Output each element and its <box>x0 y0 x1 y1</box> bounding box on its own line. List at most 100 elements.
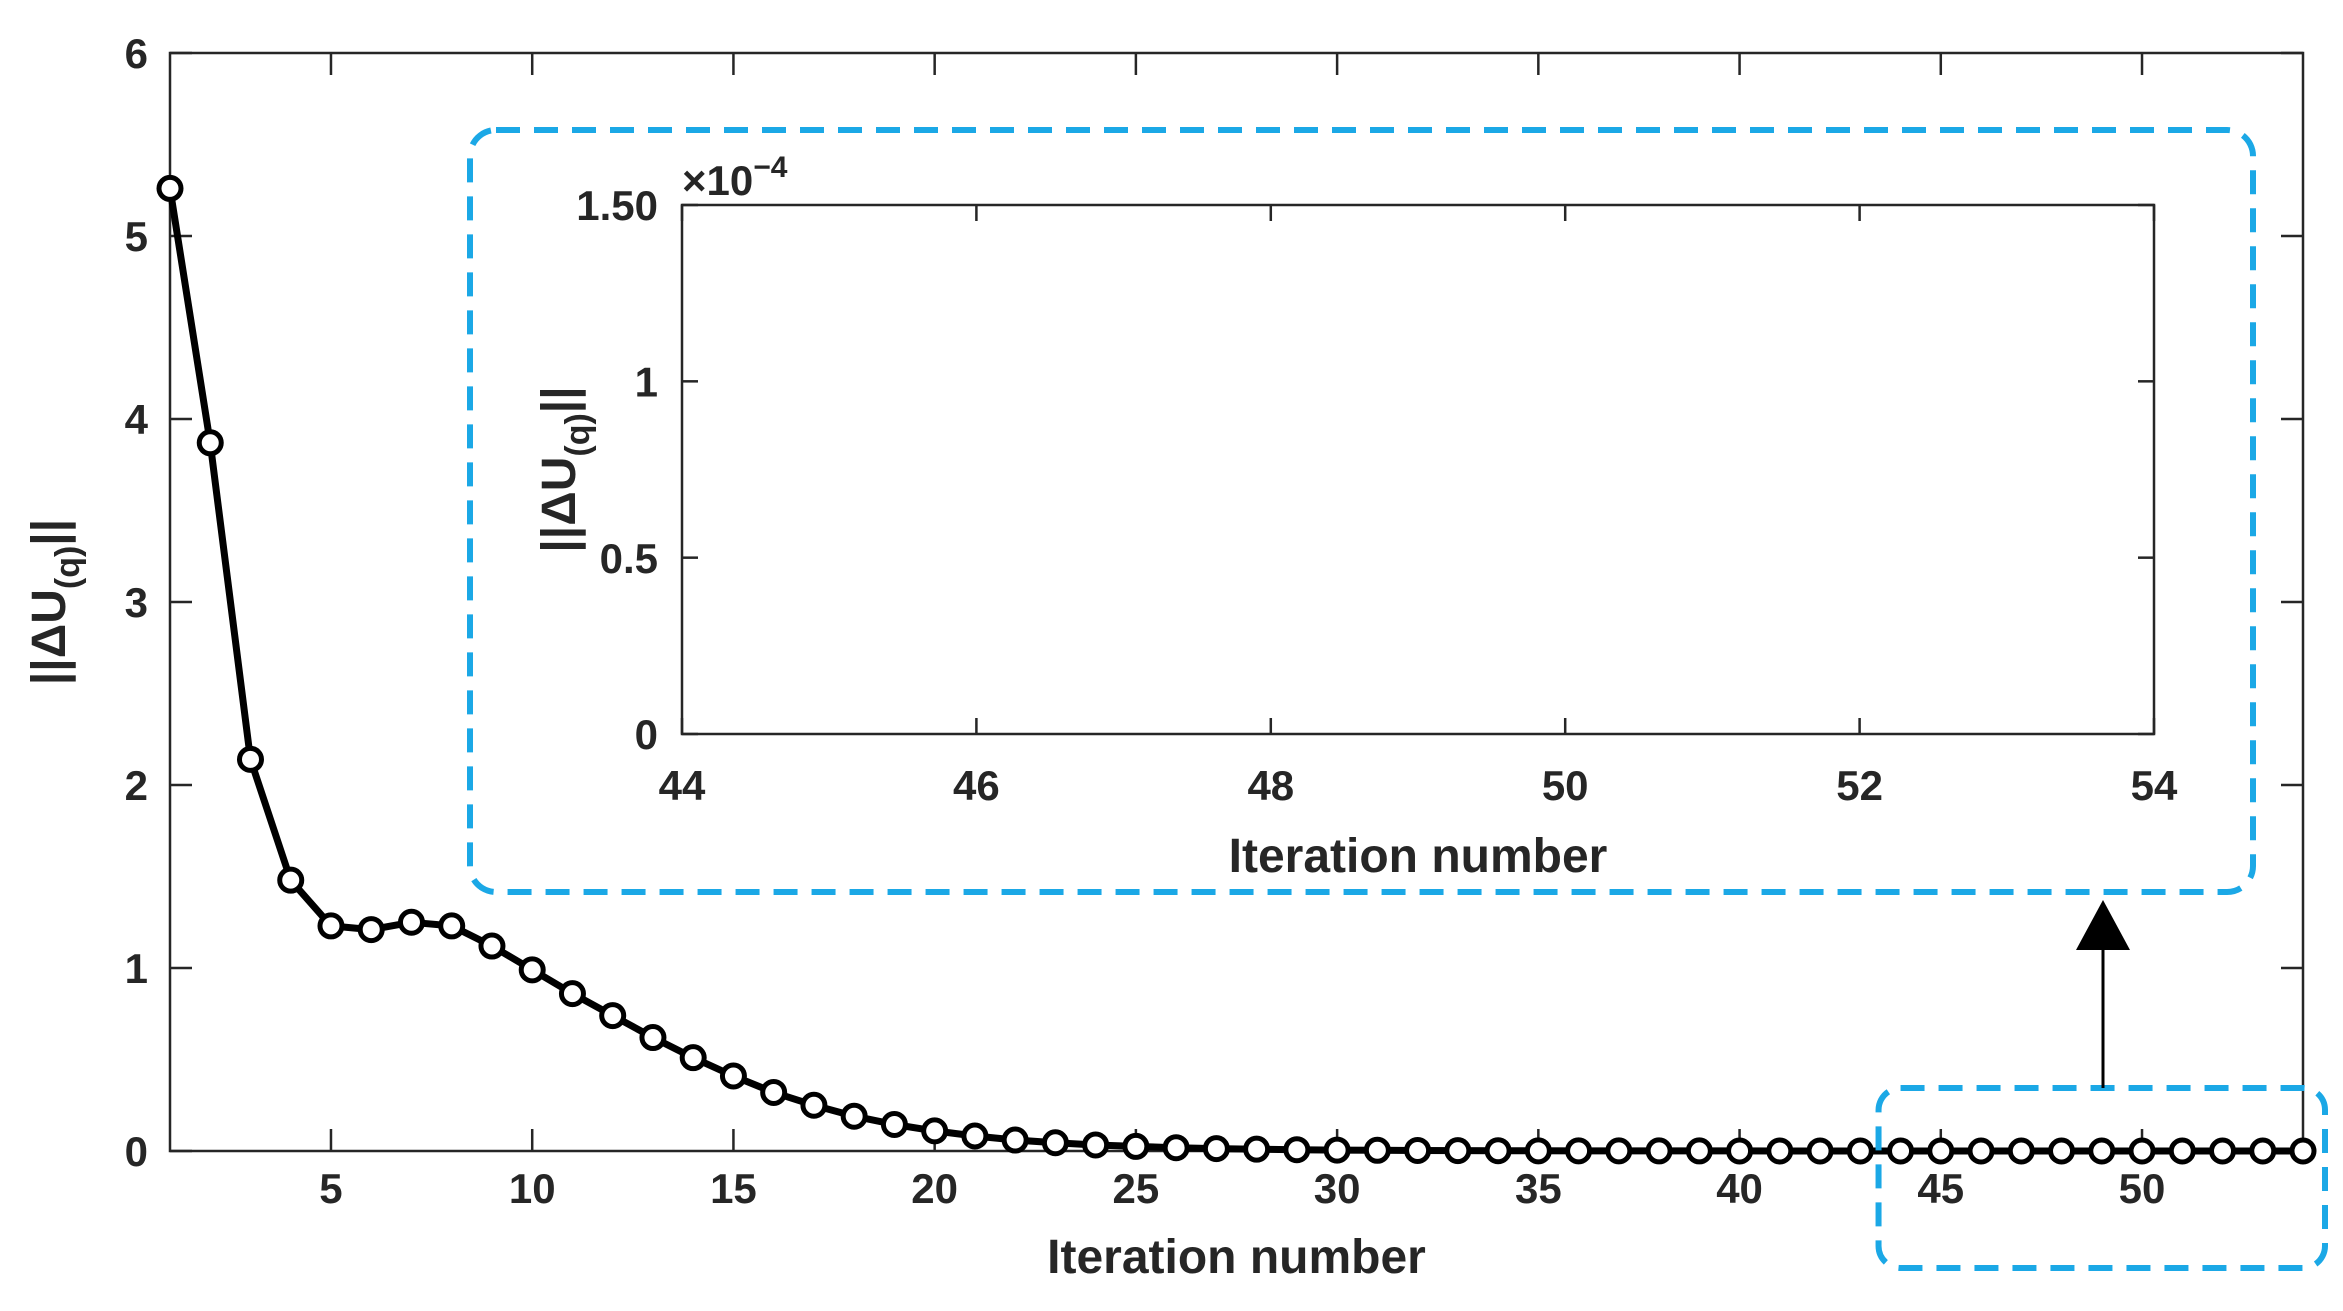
inset-plot-area <box>680 203 2156 736</box>
main-data-point <box>2128 1137 2156 1165</box>
main-data-point <box>1524 1137 1552 1165</box>
main-y-tick-label: 0 <box>125 1128 148 1175</box>
main-data-point <box>1726 1137 1754 1165</box>
inset-y-tick-label: 0.5 <box>600 535 658 582</box>
inset-x-tick-label: 50 <box>1542 762 1589 809</box>
main-data-point <box>1082 1131 1110 1159</box>
inset-x-tick-label: 52 <box>1836 762 1883 809</box>
inset-y-tick-label: 0 <box>635 711 658 758</box>
main-data-point <box>1565 1137 1593 1165</box>
main-y-axis-title: ||ΔU(q)|| <box>23 519 87 685</box>
main-data-point <box>558 980 586 1008</box>
main-y-tick-label: 5 <box>125 213 148 260</box>
main-x-tick-label: 30 <box>1314 1165 1361 1212</box>
main-data-point <box>1484 1137 1512 1165</box>
main-data-point <box>1927 1137 1955 1165</box>
main-y-axis-title-subscript: (q) <box>49 546 87 589</box>
main-data-point <box>800 1091 828 1119</box>
inset-y-axis-title: ||ΔU(q)|| <box>533 386 597 552</box>
main-x-tick-label: 10 <box>509 1165 556 1212</box>
main-data-point <box>196 429 224 457</box>
arrow-head <box>2076 900 2130 950</box>
main-data-point <box>478 932 506 960</box>
main-data-point <box>1846 1137 1874 1165</box>
main-x-tick-label: 20 <box>911 1165 958 1212</box>
inset-x-tick-label: 44 <box>659 762 706 809</box>
main-y-tick-label: 2 <box>125 762 148 809</box>
main-x-tick-label: 50 <box>2119 1165 2166 1212</box>
main-data-point <box>1645 1137 1673 1165</box>
main-data-point <box>921 1117 949 1145</box>
main-data-point <box>719 1062 747 1090</box>
main-data-point <box>2048 1137 2076 1165</box>
inset-x-axis-title: Iteration number <box>1229 830 1608 883</box>
main-data-point <box>1444 1137 1472 1165</box>
main-y-axis-title-main: ||ΔU <box>23 589 76 685</box>
main-x-tick-label: 25 <box>1113 1165 1160 1212</box>
inset-y-tick-label: 1.50 <box>576 182 658 229</box>
main-data-point <box>639 1024 667 1052</box>
main-data-point <box>2088 1137 2116 1165</box>
inset-x-tick-label: 54 <box>2131 762 2178 809</box>
main-data-point <box>1806 1137 1834 1165</box>
main-data-point <box>357 916 385 944</box>
main-data-point <box>2168 1137 2196 1165</box>
annotation-layer <box>467 127 2328 1271</box>
main-x-tick-label: 5 <box>319 1165 342 1212</box>
main-data-point <box>1162 1134 1190 1162</box>
main-data-point <box>236 745 264 773</box>
main-data-point <box>1323 1136 1351 1164</box>
main-data-point <box>1001 1126 1029 1154</box>
main-y-tick-label: 3 <box>125 579 148 626</box>
main-data-point <box>2289 1137 2317 1165</box>
main-data-point <box>1122 1132 1150 1160</box>
main-data-point <box>1887 1137 1915 1165</box>
main-data-point <box>1967 1137 1995 1165</box>
main-data-point <box>438 912 466 940</box>
main-y-axis-title-end: || <box>23 519 76 546</box>
main-x-tick-label: 35 <box>1515 1165 1562 1212</box>
inset-chart: 44 46 48 50 52 54 0 0.5 1 1.50 Iteration number ||Δ… <box>533 151 2178 883</box>
main-x-tick-label: 45 <box>1917 1165 1964 1212</box>
inset-scale-power: −4 <box>753 151 788 184</box>
inset-y-axis-title-end: || <box>533 386 586 413</box>
main-data-point <box>599 1002 627 1030</box>
main-data-point <box>1202 1135 1230 1163</box>
main-y-tick-label: 6 <box>125 30 148 77</box>
main-data-point <box>317 912 345 940</box>
main-data-point <box>1685 1137 1713 1165</box>
main-data-point <box>1363 1136 1391 1164</box>
main-data-point <box>518 956 546 984</box>
main-data-point <box>880 1110 908 1138</box>
main-data-point <box>1283 1136 1311 1164</box>
inset-scale-exponent: ×10−4 <box>682 151 788 204</box>
main-data-point <box>277 866 305 894</box>
inset-x-tick-label: 46 <box>953 762 1000 809</box>
inset-y-axis-title-subscript: (q) <box>559 413 597 456</box>
main-x-tick-label: 15 <box>710 1165 757 1212</box>
main-data-point <box>679 1044 707 1072</box>
main-y-tick-label: 1 <box>125 945 148 992</box>
main-data-point <box>840 1102 868 1130</box>
main-y-tick-label: 4 <box>125 396 149 443</box>
main-data-point <box>1766 1137 1794 1165</box>
main-x-axis-title: Iteration number <box>1047 1231 1426 1284</box>
main-data-point <box>2249 1137 2277 1165</box>
main-data-point <box>156 174 184 202</box>
main-x-tick-label: 40 <box>1716 1165 1763 1212</box>
inset-scale-base: ×10 <box>682 157 753 204</box>
main-data-point <box>1605 1137 1633 1165</box>
highlight-box-inset <box>467 127 2256 895</box>
inset-y-tick-label: 1 <box>635 358 658 405</box>
main-data-point <box>760 1078 788 1106</box>
main-data-point <box>2007 1137 2035 1165</box>
inset-y-axis-title-main: ||ΔU <box>533 457 586 553</box>
main-data-point <box>1404 1136 1432 1164</box>
main-data-point <box>1243 1135 1271 1163</box>
main-data-point <box>961 1122 989 1150</box>
main-data-point <box>397 908 425 936</box>
inset-x-tick-label: 48 <box>1247 762 1294 809</box>
main-data-point <box>1041 1129 1069 1157</box>
main-data-point <box>2209 1137 2237 1165</box>
